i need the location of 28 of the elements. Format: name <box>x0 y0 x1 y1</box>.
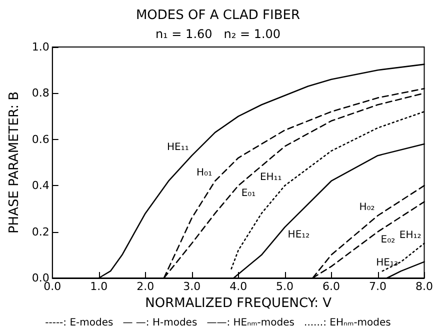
x-tick-label: 1.0 <box>90 280 108 293</box>
annotation: E₀₂ <box>380 234 396 246</box>
annotation: HE₁₃ <box>376 258 398 269</box>
y-tick-label: 0.2 <box>32 225 50 238</box>
y-tick-label: 1.0 <box>32 40 50 54</box>
text: -----: E-modes — —: H-modes ——: HEₙₘ-modes ......: EHₙₘ-modes <box>45 318 391 328</box>
y-tick-label: 0.8 <box>32 86 50 100</box>
annotation: H₀₁ <box>196 167 212 178</box>
y-tick-label: 0.6 <box>32 132 50 146</box>
annotation: EH₁₁ <box>260 172 282 184</box>
chart-title: MODES OF A CLAD FIBER <box>136 8 300 23</box>
x-tick-label: 0.0 <box>44 280 62 293</box>
x-tick-label: 3.0 <box>183 280 201 293</box>
x-tick-label: 4.0 <box>230 280 248 293</box>
x-tick-label: 2.0 <box>136 280 154 293</box>
annotation: HE₁₁ <box>166 142 189 154</box>
chart-subtitle: n₁ = 1.60 n₂ = 1.00 <box>155 27 281 41</box>
annotation: H₀₂ <box>359 202 375 214</box>
y-axis-title: PHASE PARAMETER: B <box>7 91 22 234</box>
annotation: EH₁₂ <box>399 230 422 241</box>
x-tick-label: 7.0 <box>369 280 387 293</box>
annotation: E₀₁ <box>241 188 256 200</box>
x-tick-label: 8.0 <box>416 280 434 293</box>
annotation: HE₁₂ <box>288 230 310 241</box>
x-tick-label: 5.0 <box>276 280 294 293</box>
y-tick-label: 0.4 <box>32 179 50 192</box>
x-tick-label: 6.0 <box>322 280 340 293</box>
x-axis-title: NORMALIZED FREQUENCY: V <box>145 296 332 311</box>
